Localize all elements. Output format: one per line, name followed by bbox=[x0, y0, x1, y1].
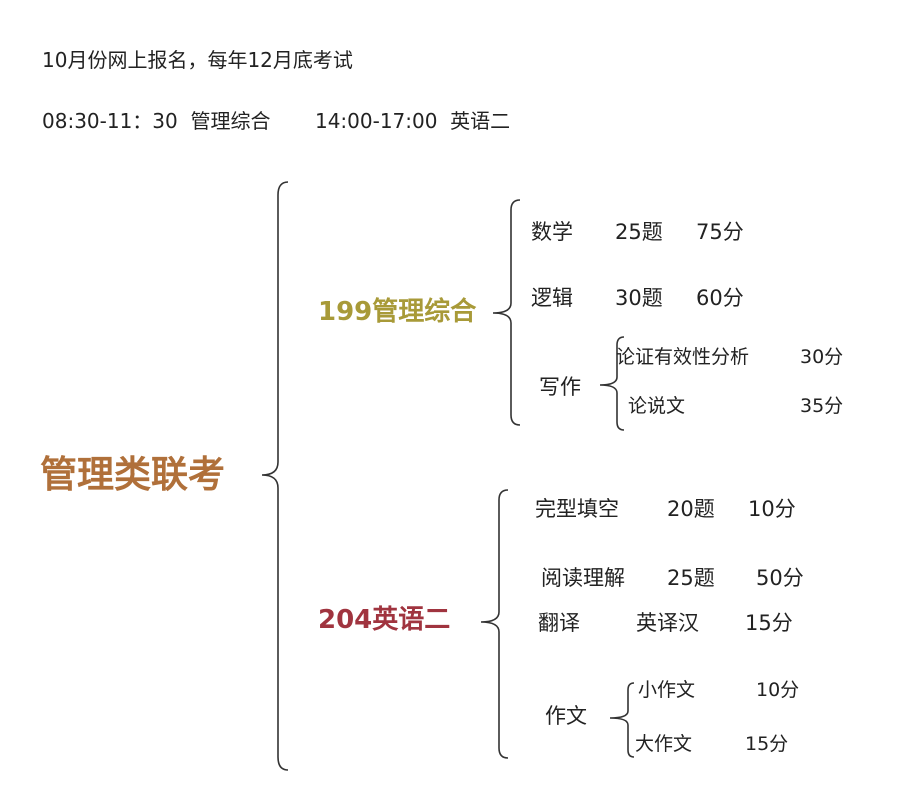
writing-essay-name: 论说文 bbox=[628, 395, 686, 417]
item-cloze-count: 20题 bbox=[667, 497, 715, 521]
composition-large-score: 15分 bbox=[745, 733, 789, 755]
root-brace bbox=[261, 181, 289, 771]
branch-204-title: 204英语二 bbox=[318, 605, 451, 635]
writing-brace bbox=[599, 336, 625, 431]
registration-info: 10月份网上报名，每年12月底考试 bbox=[42, 48, 353, 72]
item-cloze-name: 完型填空 bbox=[535, 497, 619, 521]
writing-argument-score: 30分 bbox=[800, 346, 844, 368]
item-math-score: 75分 bbox=[696, 220, 744, 244]
branch-199-title: 199管理综合 bbox=[318, 297, 477, 327]
composition-small-score: 10分 bbox=[756, 679, 800, 701]
item-translation-score: 15分 bbox=[745, 611, 793, 635]
item-math-count: 25题 bbox=[615, 220, 663, 244]
branch-204-brace bbox=[480, 489, 509, 759]
item-reading-score: 50分 bbox=[756, 566, 804, 590]
essay-brace bbox=[609, 682, 635, 758]
item-cloze-score: 10分 bbox=[748, 497, 796, 521]
item-logic-score: 60分 bbox=[696, 286, 744, 310]
root-title: 管理类联考 bbox=[40, 453, 225, 496]
writing-essay-score: 35分 bbox=[800, 395, 844, 417]
item-logic-count: 30题 bbox=[615, 286, 663, 310]
branch-199-brace bbox=[492, 199, 521, 426]
composition-large-name: 大作文 bbox=[635, 733, 693, 755]
item-reading-count: 25题 bbox=[667, 566, 715, 590]
composition-small-name: 小作文 bbox=[638, 679, 696, 701]
item-math-name: 数学 bbox=[531, 220, 573, 244]
exam-schedule: 08:30-11：30 管理综合 14:00-17:00 英语二 bbox=[42, 109, 511, 133]
item-composition-name: 作文 bbox=[545, 704, 587, 728]
item-logic-name: 逻辑 bbox=[531, 286, 573, 310]
item-translation-name: 翻译 bbox=[538, 611, 580, 635]
item-translation-type: 英译汉 bbox=[636, 611, 699, 635]
writing-argument-name: 论证有效性分析 bbox=[616, 346, 750, 368]
item-reading-name: 阅读理解 bbox=[541, 566, 625, 590]
item-writing-name: 写作 bbox=[539, 375, 581, 399]
